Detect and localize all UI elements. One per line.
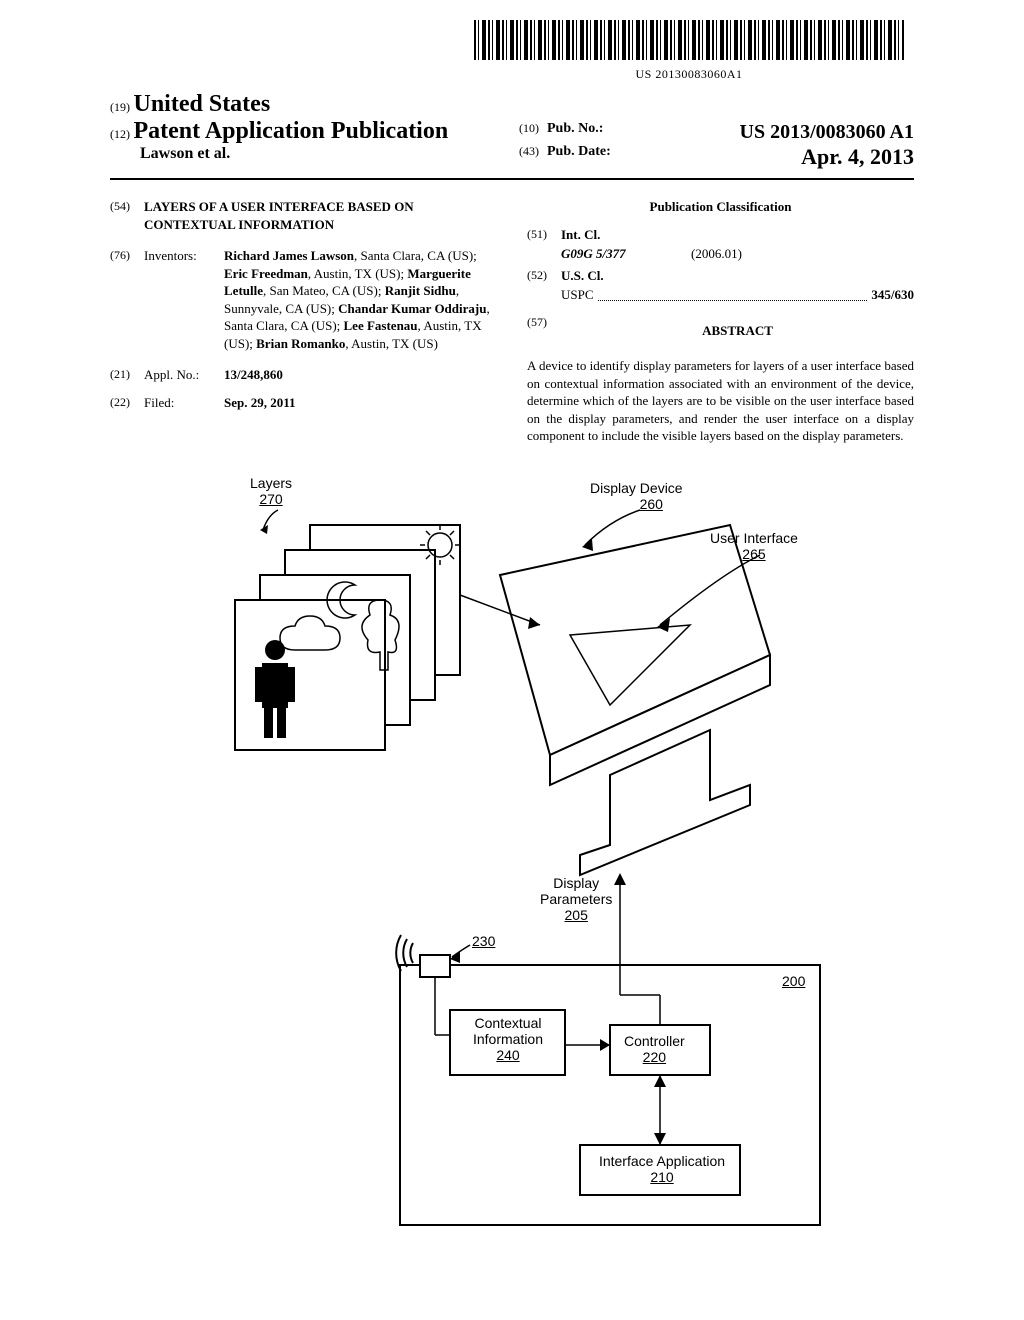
pub-type-code: (12) bbox=[110, 127, 130, 141]
inventors-list: Richard James Lawson, Santa Clara, CA (U… bbox=[224, 247, 497, 352]
abstract-text: A device to identify display parameters … bbox=[527, 357, 914, 445]
bibliographic-data: (54) LAYERS OF A USER INTERFACE BASED ON… bbox=[110, 198, 914, 445]
abstract-heading: ABSTRACT bbox=[561, 322, 914, 340]
intcl-date: (2006.01) bbox=[691, 245, 742, 263]
inventor-5: Chandar Kumar Oddiraju bbox=[338, 301, 486, 316]
figure-svg bbox=[110, 475, 910, 1255]
inventor-2: Eric Freedman bbox=[224, 266, 308, 281]
header: (19) United States (12) Patent Applicati… bbox=[110, 91, 914, 170]
inventors-label: Inventors: bbox=[144, 247, 224, 352]
uscl-value: 345/630 bbox=[871, 286, 914, 304]
country: United States bbox=[134, 91, 271, 117]
inventor-7: Brian Romanko bbox=[256, 336, 345, 351]
barcode-region: US 20130083060A1 bbox=[110, 20, 914, 83]
dotted-leader bbox=[598, 300, 868, 301]
fig-sensor-label: 230 bbox=[472, 933, 495, 949]
country-code: (19) bbox=[110, 100, 130, 114]
publication-type: Patent Application Publication bbox=[134, 118, 449, 144]
fig-user-interface-label: User Interface265 bbox=[710, 530, 798, 562]
uscl-label: U.S. Cl. bbox=[561, 268, 604, 283]
pub-date-label: Pub. Date: bbox=[547, 144, 637, 170]
barcode-graphic bbox=[474, 20, 904, 60]
intcl-code: (51) bbox=[527, 226, 561, 244]
filed-value: Sep. 29, 2011 bbox=[224, 395, 296, 410]
pub-no-label: Pub. No.: bbox=[547, 121, 637, 144]
intcl-label: Int. Cl. bbox=[561, 227, 600, 242]
inventor-6: Lee Fastenau bbox=[344, 318, 418, 333]
pub-date-code: (43) bbox=[519, 144, 547, 170]
authors: Lawson et al. bbox=[110, 145, 505, 163]
fig-system-label: 200 bbox=[782, 973, 805, 989]
appl-label: Appl. No.: bbox=[144, 366, 224, 384]
abstract-code: (57) bbox=[527, 314, 561, 348]
pub-date-value: Apr. 4, 2013 bbox=[637, 144, 914, 170]
pub-no-code: (10) bbox=[519, 121, 547, 144]
fig-display-device-label: Display Device260 bbox=[590, 480, 683, 512]
uspc-label: USPC bbox=[561, 286, 594, 304]
filed-code: (22) bbox=[110, 394, 144, 412]
appl-code: (21) bbox=[110, 366, 144, 384]
filed-label: Filed: bbox=[144, 394, 224, 412]
inventor-1: Richard James Lawson bbox=[224, 248, 354, 263]
uscl-code: (52) bbox=[527, 267, 561, 285]
appl-value: 13/248,860 bbox=[224, 367, 283, 382]
inventors-code: (76) bbox=[110, 247, 144, 352]
pub-no-value: US 2013/0083060 A1 bbox=[637, 121, 914, 144]
classification-heading: Publication Classification bbox=[527, 198, 914, 216]
fig-layers-label: Layers270 bbox=[250, 475, 292, 507]
fig-controller-label: Controller220 bbox=[624, 1033, 685, 1065]
fig-display-params-label: DisplayParameters205 bbox=[540, 875, 612, 923]
patent-figure: Layers270 Display Device260 User Interfa… bbox=[110, 475, 914, 1255]
fig-contextual-label: ContextualInformation240 bbox=[462, 1015, 554, 1063]
fig-interface-app-label: Interface Application210 bbox=[592, 1153, 732, 1185]
header-rule bbox=[110, 178, 914, 180]
barcode-number: US 20130083060A1 bbox=[474, 67, 904, 82]
title-code: (54) bbox=[110, 198, 144, 233]
inventor-4: Ranjit Sidhu bbox=[385, 283, 456, 298]
intcl-class: G09G 5/377 bbox=[561, 245, 691, 263]
invention-title: LAYERS OF A USER INTERFACE BASED ON CONT… bbox=[144, 198, 497, 233]
